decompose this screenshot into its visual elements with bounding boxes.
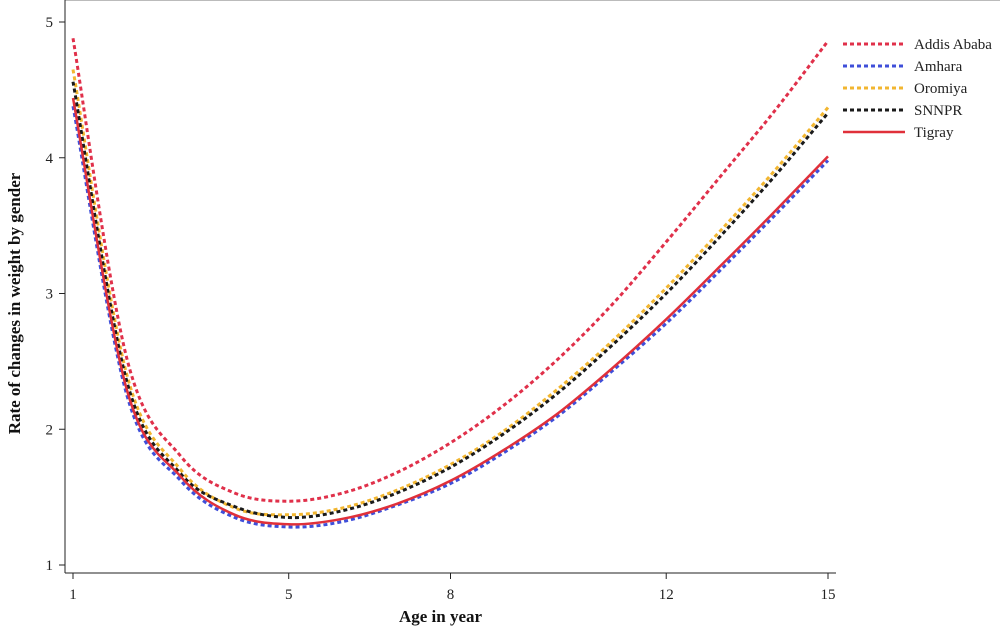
series-line-tigray: [71, 97, 829, 526]
legend: Addis Ababa Amhara Oromiya SNNPR Tigray: [843, 37, 992, 141]
x-tick-label: 12: [659, 587, 674, 603]
series-line-addis-ababa: [71, 38, 830, 503]
legend-label-tigray: Tigray: [914, 125, 954, 141]
series-line-snnpr: [71, 81, 830, 520]
legend-label-snnpr: SNNPR: [914, 103, 962, 119]
x-axis-ticks: 1 5 8 12 15: [69, 573, 836, 603]
series-layer: [71, 38, 830, 529]
y-tick-label: 1: [46, 558, 54, 574]
legend-label-amhara: Amhara: [914, 59, 963, 75]
axes: [64, 0, 1000, 574]
x-tick-label: 5: [285, 587, 293, 603]
y-axis-ticks: 1 2 3 4 5: [46, 15, 65, 574]
x-tick-label: 15: [821, 587, 836, 603]
y-tick-label: 2: [46, 422, 54, 438]
x-axis-title: Age in year: [399, 607, 483, 626]
y-axis-title: Rate of changes in weight by gender: [5, 172, 24, 434]
legend-label-addis-ababa: Addis Ababa: [914, 37, 992, 53]
legend-label-oromiya: Oromiya: [914, 81, 968, 97]
x-tick-label: 1: [69, 587, 77, 603]
y-tick-label: 4: [46, 151, 54, 167]
series-line-amhara: [71, 105, 830, 529]
series-line-oromiya: [71, 69, 830, 517]
x-tick-label: 8: [447, 587, 455, 603]
y-tick-label: 3: [46, 287, 54, 303]
y-tick-label: 5: [46, 15, 54, 31]
